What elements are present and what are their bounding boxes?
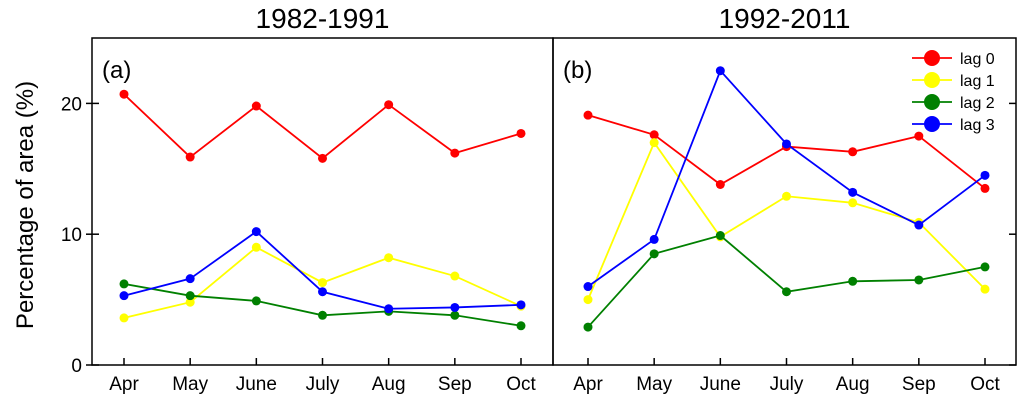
data-point-lag-3 bbox=[649, 234, 659, 244]
data-point-lag-3 bbox=[782, 139, 791, 149]
data-point-lag-3 bbox=[715, 66, 725, 76]
x-tick-label: Sep bbox=[438, 374, 472, 395]
data-point-lag-0 bbox=[848, 147, 858, 157]
data-point-lag-0 bbox=[914, 131, 924, 141]
legend: lag 0 lag 1 lag 2 lag 3 bbox=[912, 50, 995, 134]
y-axis-label: Percentage of area (%) bbox=[12, 81, 39, 329]
data-point-lag-1 bbox=[848, 198, 858, 208]
legend-marker-lag-3 bbox=[924, 116, 940, 132]
data-point-lag-3 bbox=[119, 291, 129, 301]
x-tick-label: Aug bbox=[836, 374, 870, 395]
x-tick-label: Oct bbox=[970, 374, 1000, 395]
data-point-lag-2 bbox=[251, 296, 261, 306]
legend-entry: lag 3 bbox=[960, 117, 995, 134]
data-point-lag-0 bbox=[185, 152, 195, 162]
data-point-lag-2 bbox=[450, 310, 460, 320]
x-tick-label: July bbox=[770, 374, 804, 395]
series-line-lag-0 bbox=[123, 93, 522, 160]
data-point-lag-3 bbox=[251, 227, 261, 237]
data-point-lag-3 bbox=[848, 187, 858, 197]
data-point-lag-1 bbox=[583, 295, 593, 305]
data-point-lag-3 bbox=[980, 170, 990, 180]
data-point-lag-3 bbox=[384, 304, 394, 314]
data-point-lag-3 bbox=[583, 282, 593, 292]
y-tick-label: 10 bbox=[61, 225, 82, 246]
legend-entry: lag 0 bbox=[960, 51, 995, 68]
legend-marker-lag-2 bbox=[924, 94, 940, 110]
data-point-lag-1 bbox=[649, 138, 659, 148]
panel-b: 1992-2011 (b) Apr May June July Aug Sep Oct lag 0… bbox=[552, 3, 1017, 395]
plot-frame bbox=[552, 37, 1017, 366]
data-point-lag-1 bbox=[185, 297, 195, 307]
data-point-lag-1 bbox=[384, 253, 394, 263]
data-point-lag-0 bbox=[318, 153, 327, 163]
data-point-lag-0 bbox=[251, 101, 261, 111]
data-point-lag-3 bbox=[914, 220, 924, 230]
data-point-lag-0 bbox=[516, 128, 526, 138]
series-line-lag-3 bbox=[123, 230, 522, 310]
data-point-lag-3 bbox=[516, 300, 526, 310]
data-point-lag-0 bbox=[450, 148, 460, 158]
x-tick-label: July bbox=[306, 374, 340, 395]
data-point-lag-0 bbox=[119, 89, 129, 99]
x-tick-label: Sep bbox=[902, 374, 936, 395]
data-point-lag-1 bbox=[251, 242, 261, 252]
panel-label: (a) bbox=[102, 57, 131, 84]
legend-entry: lag 1 bbox=[960, 73, 995, 90]
data-point-lag-2 bbox=[583, 322, 593, 332]
data-point-lag-0 bbox=[715, 179, 725, 189]
data-point-lag-0 bbox=[980, 183, 990, 193]
legend-entry: lag 2 bbox=[960, 95, 995, 112]
data-point-lag-0 bbox=[583, 110, 593, 120]
y-tick-label: 0 bbox=[71, 356, 82, 377]
legend-marker-lag-1 bbox=[924, 72, 940, 88]
data-point-lag-2 bbox=[980, 262, 990, 272]
panel-a: 1982-1991 (a) 0 10 20 Apr May June July Aug Sep Oct bbox=[61, 3, 554, 395]
x-tick-label: June bbox=[700, 374, 741, 395]
data-point-lag-1 bbox=[318, 278, 327, 288]
data-point-lag-2 bbox=[715, 231, 725, 241]
data-point-lag-1 bbox=[980, 284, 990, 294]
chart-title: 1992-2011 bbox=[719, 3, 851, 34]
legend-marker-lag-0 bbox=[924, 50, 940, 66]
data-point-lag-2 bbox=[318, 310, 327, 320]
data-point-lag-1 bbox=[119, 313, 129, 323]
data-point-lag-2 bbox=[848, 276, 858, 286]
data-point-lag-2 bbox=[782, 287, 791, 297]
data-point-lag-1 bbox=[782, 191, 791, 201]
data-point-lag-2 bbox=[914, 275, 924, 285]
x-tick-label: Apr bbox=[109, 374, 139, 395]
x-tick-label: Apr bbox=[573, 374, 603, 395]
chart-title: 1982-1991 bbox=[256, 3, 390, 34]
series-line-lag-2 bbox=[587, 234, 986, 328]
data-point-lag-2 bbox=[649, 249, 659, 259]
data-point-lag-2 bbox=[119, 279, 129, 289]
data-point-lag-2 bbox=[516, 321, 526, 331]
data-point-lag-0 bbox=[649, 130, 659, 140]
x-tick-label: May bbox=[636, 374, 672, 395]
data-point-lag-3 bbox=[450, 302, 460, 312]
y-tick-label: 20 bbox=[61, 94, 82, 115]
data-point-lag-3 bbox=[185, 274, 195, 284]
x-tick-label: May bbox=[172, 374, 208, 395]
data-point-lag-2 bbox=[185, 291, 195, 301]
panel-label: (b) bbox=[563, 57, 592, 84]
x-tick-label: Aug bbox=[372, 374, 406, 395]
data-point-lag-0 bbox=[384, 100, 394, 110]
data-point-lag-3 bbox=[318, 287, 327, 297]
data-point-lag-1 bbox=[450, 271, 460, 281]
x-tick-label: Oct bbox=[506, 374, 536, 395]
x-tick-label: June bbox=[236, 374, 277, 395]
